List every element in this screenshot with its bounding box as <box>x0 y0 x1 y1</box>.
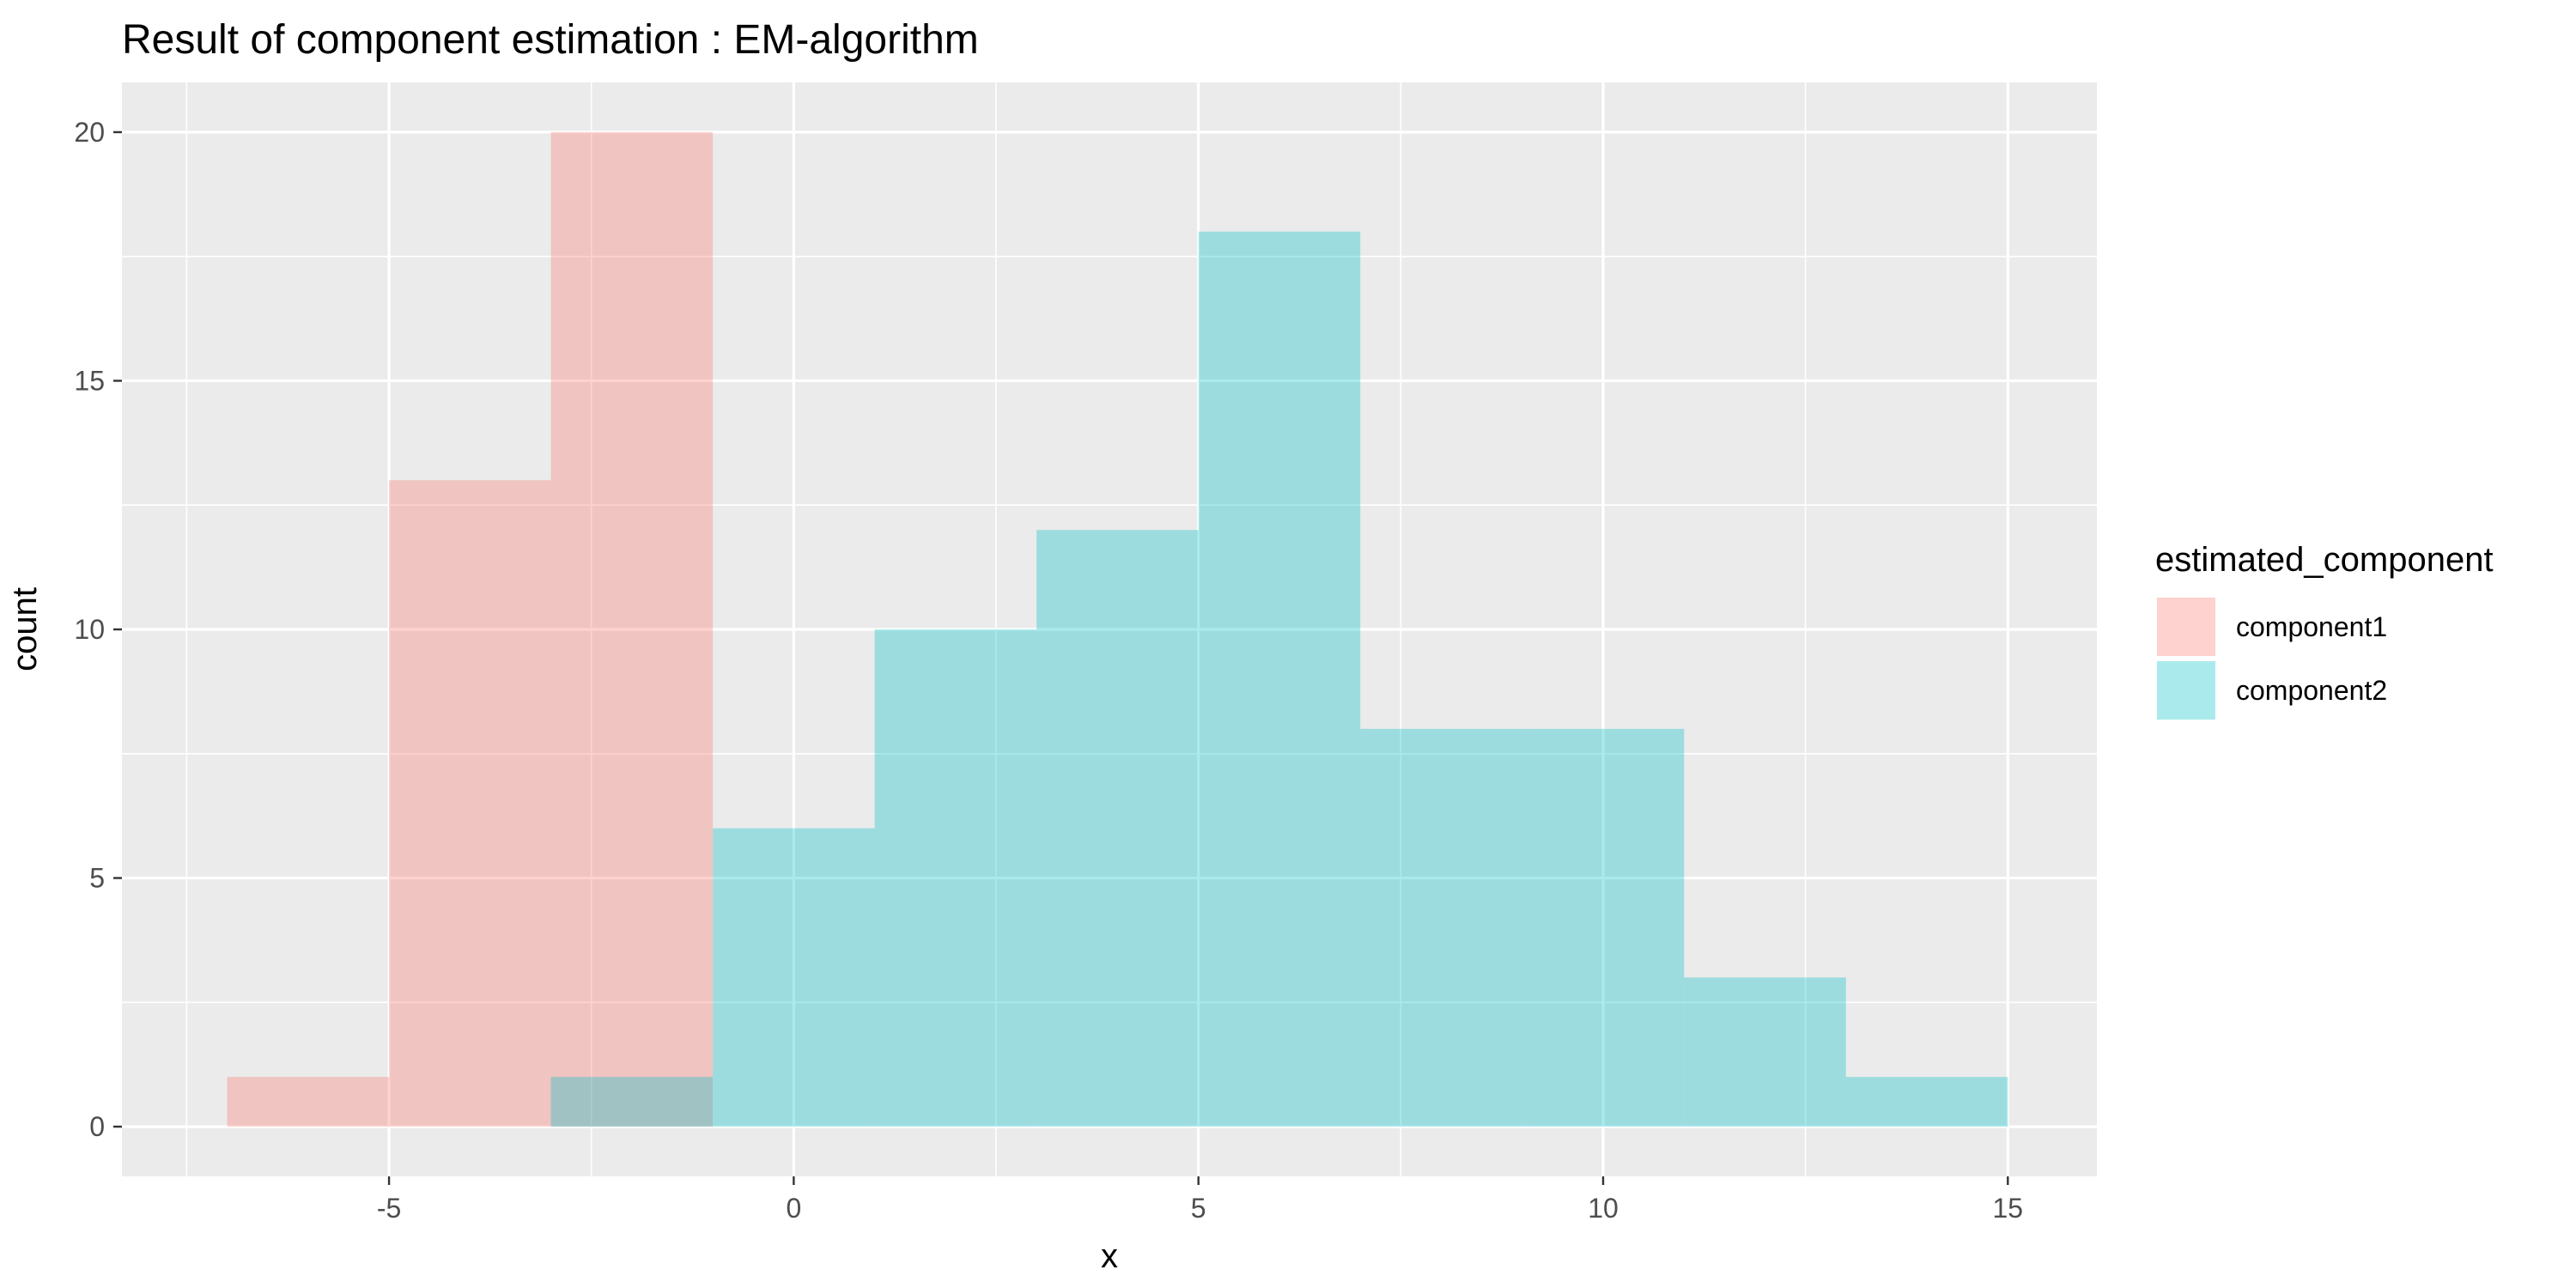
x-tick-label: -5 <box>377 1193 401 1224</box>
legend-label-component1: component1 <box>2236 611 2387 642</box>
chart-title: Result of component estimation : EM-algo… <box>122 17 979 63</box>
bar-component2 <box>1036 530 1199 1127</box>
legend-key-component1 <box>2157 598 2215 656</box>
series-component2 <box>550 231 2008 1127</box>
bar-component2 <box>1360 728 1522 1127</box>
legend-title: estimated_component <box>2155 541 2494 579</box>
legend-label-component2: component2 <box>2236 675 2387 706</box>
bar-component2 <box>1198 231 1361 1127</box>
y-tick-label: 0 <box>89 1111 105 1142</box>
x-tick-label: 10 <box>1588 1193 1619 1224</box>
bar-component2 <box>1845 1077 2008 1127</box>
x-tick-label: 5 <box>1191 1193 1206 1224</box>
x-tick-label: 15 <box>1993 1193 2024 1224</box>
grid-minor <box>122 82 2097 1176</box>
grid-major <box>122 82 2097 1176</box>
legend: estimated_component component1 component2 <box>2155 541 2494 720</box>
axes: -5 0 5 10 15 0 5 10 15 20 <box>74 117 2023 1224</box>
y-tick-label: 20 <box>74 117 105 148</box>
legend-key-component2 <box>2157 661 2215 720</box>
x-axis-label: x <box>1101 1237 1118 1275</box>
y-tick-label: 15 <box>74 365 105 396</box>
y-tick-label: 5 <box>89 863 105 894</box>
bar-component2 <box>1684 977 1846 1127</box>
bar-component2 <box>1522 728 1685 1127</box>
bar-component1 <box>389 480 551 1127</box>
series-component1 <box>227 131 714 1127</box>
y-axis-label: count <box>6 587 44 671</box>
y-tick-label: 10 <box>74 614 105 645</box>
x-tick-label: 0 <box>786 1193 801 1224</box>
bar-component2 <box>550 1077 714 1127</box>
bars <box>227 131 2008 1127</box>
bar-component2 <box>874 629 1037 1127</box>
bar-component1 <box>550 131 714 1127</box>
bar-component1 <box>227 1077 390 1127</box>
bar-component2 <box>713 828 875 1127</box>
